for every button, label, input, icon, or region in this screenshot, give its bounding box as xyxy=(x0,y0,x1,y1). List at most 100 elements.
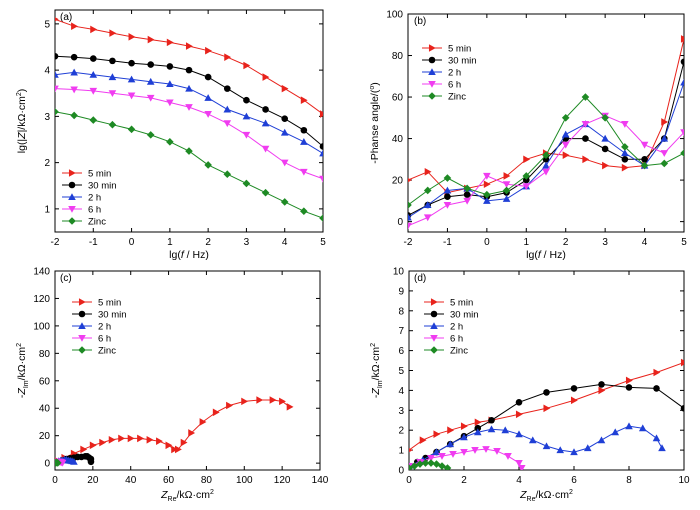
data-point xyxy=(70,86,78,94)
data-point xyxy=(78,298,86,306)
data-point xyxy=(147,61,155,68)
data-point xyxy=(423,186,432,195)
data-point xyxy=(243,96,250,104)
y-tick-label: 100 xyxy=(33,321,50,332)
x-tick-label: 60 xyxy=(163,475,175,486)
y-tick-label: 40 xyxy=(39,404,51,415)
data-point xyxy=(319,175,323,183)
data-point xyxy=(430,322,438,330)
data-point xyxy=(319,143,323,150)
y-tick-label: 10 xyxy=(393,267,405,278)
data-point xyxy=(166,138,174,146)
legend-entry: 2 h xyxy=(88,193,101,204)
data-point xyxy=(427,455,435,462)
data-point xyxy=(515,430,523,438)
x-tick-label: 120 xyxy=(274,475,291,486)
data-point xyxy=(180,438,188,447)
x-tick-label: 4 xyxy=(516,475,522,486)
data-point xyxy=(621,120,629,128)
data-point xyxy=(70,53,78,61)
data-point xyxy=(562,151,570,159)
y-tick-label: 120 xyxy=(33,294,50,305)
data-point xyxy=(528,436,537,444)
data-point xyxy=(127,75,136,83)
legend-entry: 2 h xyxy=(450,322,463,333)
series-Zinc xyxy=(55,107,323,222)
data-point xyxy=(80,445,88,454)
data-point xyxy=(89,70,98,78)
chart-panel-a: -2 -1 0 1 2 3 4 5 1 2 3 4 5 (a) lg(f / Hz) lg(|Z|/kΩ·cm… xyxy=(16,9,326,261)
data-point xyxy=(430,346,438,354)
y-tick-label: 80 xyxy=(392,51,404,62)
y-tick-label: 20 xyxy=(392,176,404,187)
x-tick-label: 2 xyxy=(563,237,569,248)
data-point xyxy=(146,436,154,444)
data-point xyxy=(109,29,117,37)
y-tick-label: 0 xyxy=(397,217,403,228)
data-point xyxy=(300,168,308,176)
data-point xyxy=(428,44,436,52)
data-point xyxy=(601,134,609,142)
data-point xyxy=(561,141,570,149)
y-tick-label: 7 xyxy=(398,326,404,337)
y-tick-label: 0 xyxy=(44,459,50,470)
data-point xyxy=(199,418,207,426)
data-point xyxy=(408,213,412,221)
data-point xyxy=(542,161,550,169)
data-point xyxy=(55,107,59,116)
data-point xyxy=(653,385,660,392)
data-point xyxy=(601,145,609,153)
data-point xyxy=(680,149,684,157)
data-point xyxy=(165,441,173,450)
legend-entry: Zinc xyxy=(98,346,116,357)
data-point xyxy=(281,115,289,122)
data-point xyxy=(503,172,511,180)
legend-entry: 2 h xyxy=(448,68,461,79)
data-point xyxy=(89,55,97,62)
data-point xyxy=(300,138,308,145)
data-point xyxy=(621,163,629,172)
x-tick-label: -1 xyxy=(443,237,452,248)
data-point xyxy=(319,214,323,222)
legend-entry: Zinc xyxy=(88,217,106,228)
y-tick-label: 0 xyxy=(398,466,404,477)
data-point xyxy=(319,149,323,157)
data-point xyxy=(502,186,511,195)
data-point xyxy=(188,429,196,437)
data-point xyxy=(118,434,126,443)
data-point xyxy=(522,176,530,184)
legend-entry: 30 min xyxy=(450,310,479,321)
data-point xyxy=(625,422,633,430)
y-tick-label: 4 xyxy=(398,386,404,397)
data-point xyxy=(570,385,578,392)
x-axis-label: lg(f / Hz) xyxy=(169,249,209,261)
data-point xyxy=(542,442,551,450)
data-point xyxy=(128,33,136,41)
data-point xyxy=(68,217,76,225)
data-point xyxy=(185,147,193,155)
series-2-h xyxy=(55,68,323,157)
data-point xyxy=(279,397,286,406)
data-point xyxy=(242,179,251,188)
data-point xyxy=(409,464,413,470)
data-point xyxy=(660,134,669,142)
data-point xyxy=(501,426,510,434)
data-point xyxy=(146,94,155,102)
data-point xyxy=(55,70,59,78)
data-point xyxy=(108,436,116,444)
data-point xyxy=(261,188,270,197)
data-point xyxy=(256,396,264,404)
x-tick-label: 1 xyxy=(167,237,173,248)
data-point xyxy=(280,159,289,167)
data-point xyxy=(653,368,661,377)
panel-label: (c) xyxy=(60,273,72,284)
data-point xyxy=(446,440,455,448)
data-point xyxy=(515,459,523,467)
data-point xyxy=(70,457,78,465)
data-point xyxy=(443,186,452,194)
data-point xyxy=(660,159,669,168)
series-5-min xyxy=(409,358,684,453)
legend-entry: 6 h xyxy=(88,205,101,216)
